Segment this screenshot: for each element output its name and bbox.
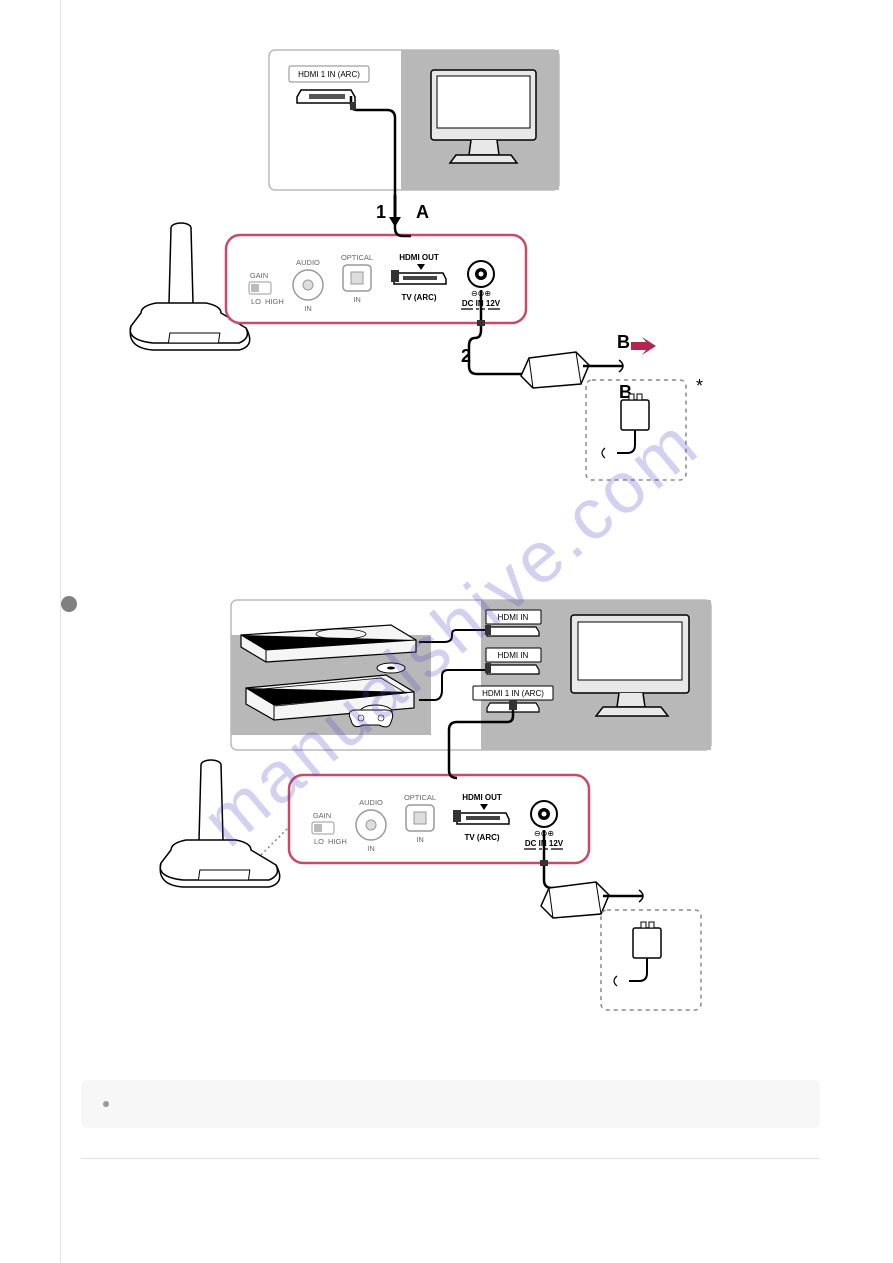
hdmi-in-2: HDMI IN [486, 648, 541, 674]
svg-text:HDMI 1 IN (ARC): HDMI 1 IN (ARC) [482, 689, 544, 698]
page-container: manualshive.com HDMI 1 IN (ARC) [60, 0, 840, 1263]
svg-text:HDMI IN: HDMI IN [498, 613, 529, 622]
diagram-connection-2: HDMI IN HDMI IN HDMI 1 IN (ARC) [101, 560, 820, 1020]
svg-text:HDMI OUT: HDMI OUT [399, 253, 439, 262]
svg-text:GAIN: GAIN [313, 811, 331, 820]
diagram-1-svg: HDMI 1 IN (ARC) 1 A [101, 40, 741, 500]
diagram-2-svg: HDMI IN HDMI IN HDMI 1 IN (ARC) [101, 560, 801, 1020]
svg-text:HIGH: HIGH [328, 837, 347, 846]
svg-text:TV (ARC): TV (ARC) [464, 833, 499, 842]
note-bullet [103, 1101, 109, 1107]
svg-text:*: * [696, 376, 703, 396]
svg-text:LO: LO [251, 297, 261, 306]
svg-text:HIGH: HIGH [265, 297, 284, 306]
svg-text:GAIN: GAIN [250, 271, 268, 280]
tv-hdmi-label: HDMI 1 IN (ARC) [298, 70, 360, 79]
svg-text:IN: IN [367, 844, 375, 853]
power-adapter [521, 352, 623, 388]
hdmi-in-1: HDMI IN [486, 610, 541, 636]
processor-unit-2 [160, 760, 301, 887]
svg-text:IN: IN [304, 304, 312, 313]
tv-panel-group: HDMI 1 IN (ARC) [269, 50, 559, 190]
svg-text:IN: IN [353, 295, 361, 304]
arrow-b-label: B [617, 332, 630, 352]
svg-text:HDMI OUT: HDMI OUT [462, 793, 502, 802]
svg-text:TV (ARC): TV (ARC) [401, 293, 436, 302]
svg-text:IN: IN [416, 835, 424, 844]
svg-text:AUDIO: AUDIO [359, 798, 383, 807]
divider [81, 1158, 820, 1159]
step-1-number: 1 [376, 202, 386, 222]
diagram-connection-1: HDMI 1 IN (ARC) 1 A [101, 40, 820, 500]
svg-text:OPTICAL: OPTICAL [404, 793, 436, 802]
section-bullet [61, 596, 77, 612]
svg-text:OPTICAL: OPTICAL [341, 253, 373, 262]
note-box [81, 1080, 820, 1128]
svg-text:HDMI IN: HDMI IN [498, 651, 529, 660]
cable-a-label: A [416, 202, 429, 222]
svg-text:LO: LO [314, 837, 324, 846]
svg-text:AUDIO: AUDIO [296, 258, 320, 267]
step-2-number: 2 [461, 346, 471, 366]
